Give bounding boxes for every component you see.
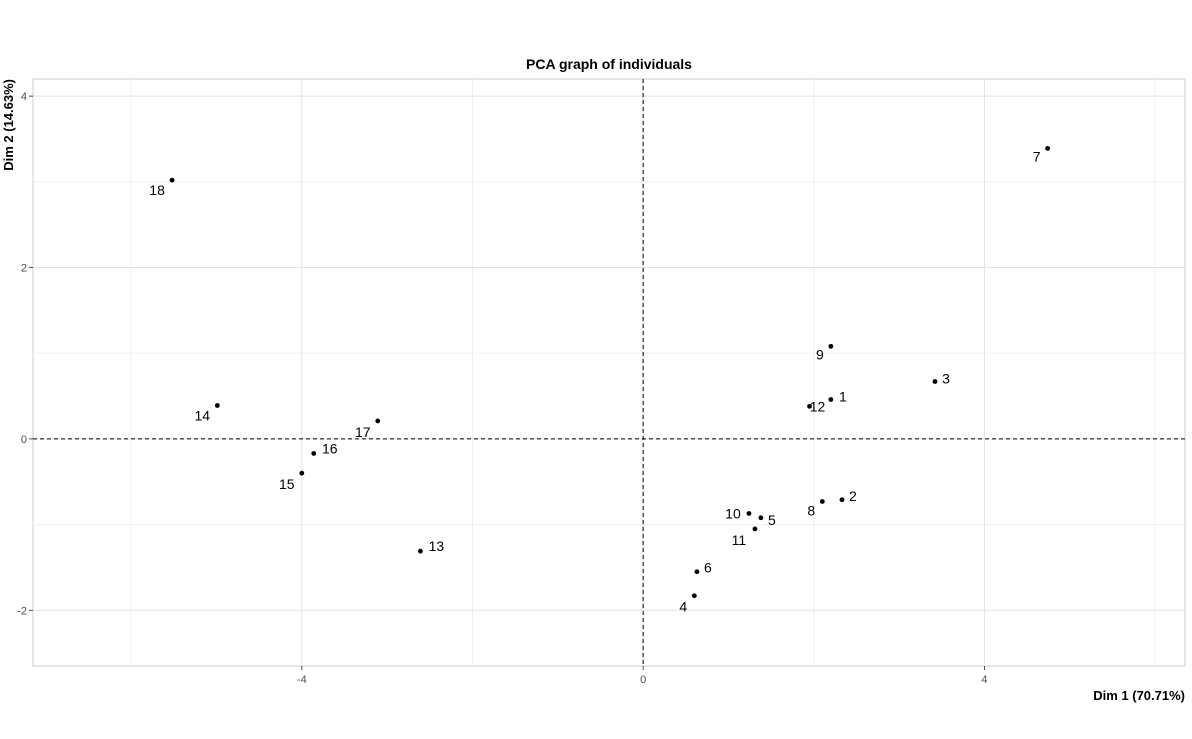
data-points <box>169 146 1051 599</box>
data-point-2 <box>839 497 845 503</box>
data-point-8 <box>819 499 825 504</box>
y-tick-label: 2 <box>21 263 27 275</box>
data-point-4 <box>691 593 697 599</box>
chart-title: PCA graph of individuals <box>526 56 692 72</box>
data-point-12 <box>807 403 812 409</box>
x-tick-label: 0 <box>640 674 646 686</box>
point-label-13: 13 <box>429 538 445 554</box>
data-point-7 <box>1045 146 1051 151</box>
point-label-14: 14 <box>195 407 211 423</box>
point-label-18: 18 <box>149 182 165 198</box>
y-tick-label: -2 <box>17 605 27 617</box>
point-label-7: 7 <box>1033 148 1041 164</box>
point-label-6: 6 <box>704 560 712 576</box>
data-point-11 <box>752 526 758 532</box>
x-axis-label: Dim 1 (70.71%) <box>1093 688 1185 703</box>
x-tick-label: -4 <box>297 674 307 686</box>
tick-labels: -4 0 4 -2 0 2 4 <box>17 91 987 686</box>
data-point-15 <box>299 470 305 476</box>
reference-lines <box>33 79 1185 666</box>
point-label-10: 10 <box>725 505 741 521</box>
point-label-11: 11 <box>732 532 747 548</box>
point-label-5: 5 <box>768 512 776 528</box>
point-label-2: 2 <box>849 488 857 504</box>
data-point-5 <box>758 515 764 521</box>
data-point-16 <box>311 451 317 456</box>
data-point-17 <box>375 418 381 424</box>
point-label-8: 8 <box>807 502 815 518</box>
y-tick-label: 4 <box>21 91 27 103</box>
data-point-3 <box>932 379 938 384</box>
plot-panel <box>32 78 1186 667</box>
point-label-1: 1 <box>839 388 847 404</box>
data-point-1 <box>828 397 834 402</box>
point-label-12: 12 <box>810 398 826 414</box>
data-point-6 <box>694 569 700 575</box>
y-axis-label: Dim 2 (14.63%) <box>1 79 16 171</box>
y-tick-label: 0 <box>21 434 27 446</box>
data-point-14 <box>214 403 220 408</box>
point-label-9: 9 <box>816 346 824 362</box>
point-label-16: 16 <box>322 440 338 456</box>
point-label-17: 17 <box>355 424 371 440</box>
point-label-4: 4 <box>679 599 687 615</box>
x-tick-label: 4 <box>981 674 987 686</box>
data-point-13 <box>418 548 423 554</box>
data-point-10 <box>746 511 752 516</box>
point-label-3: 3 <box>942 370 950 386</box>
data-point-18 <box>169 177 175 183</box>
data-point-9 <box>828 343 834 349</box>
point-label-15: 15 <box>279 476 295 492</box>
